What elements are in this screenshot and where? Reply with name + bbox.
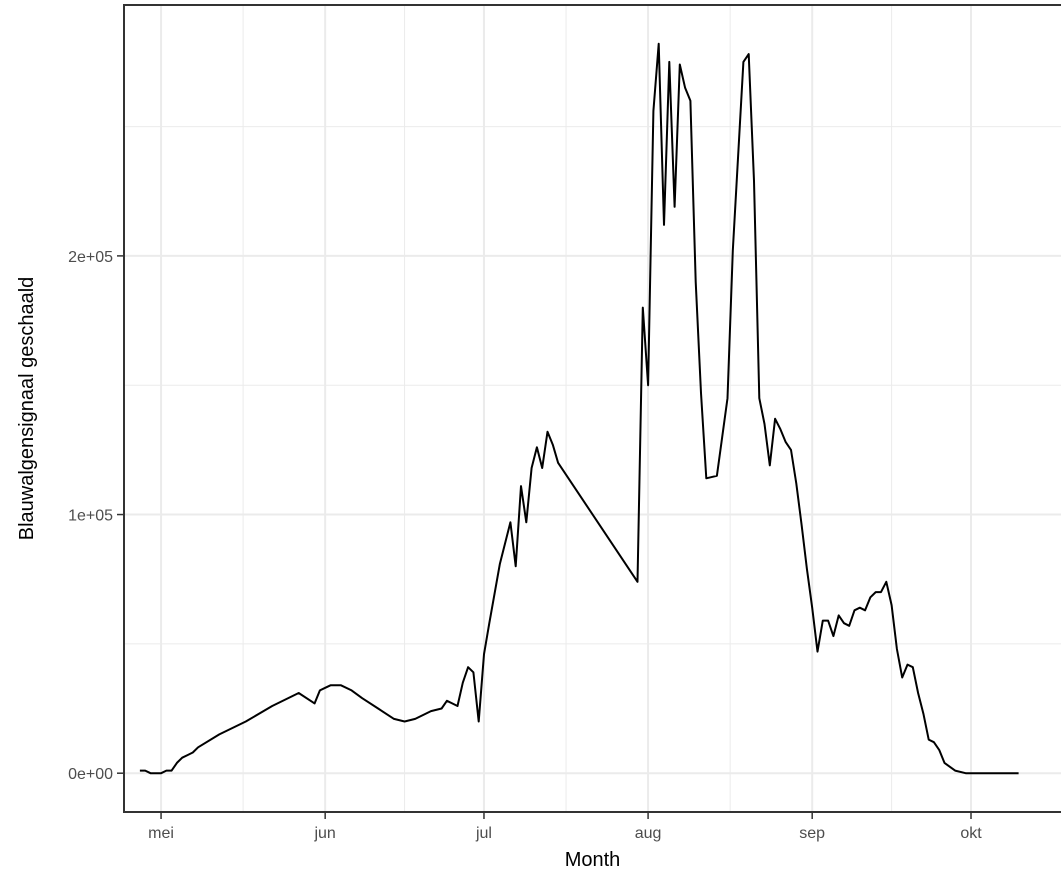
- x-axis-title: Month: [565, 849, 621, 871]
- y-tick-label: 0e+00: [68, 766, 113, 783]
- series-line-0: [139, 42, 1019, 775]
- x-tick-label: jun: [313, 825, 335, 842]
- x-tick-label: aug: [635, 825, 662, 842]
- x-tick-label: okt: [960, 825, 982, 842]
- x-tick-label: sep: [799, 825, 825, 842]
- x-tick-label: mei: [148, 825, 174, 842]
- y-axis-title: Blauwalgensignaal geschaald: [16, 277, 38, 541]
- y-tick-label: 1e+05: [68, 508, 113, 525]
- series-layer: [139, 42, 1019, 775]
- minor-gridlines: [124, 5, 1061, 812]
- major-gridlines: [124, 5, 1061, 812]
- x-tick-label: jul: [475, 825, 492, 842]
- y-tick-label: 2e+05: [68, 249, 113, 266]
- panel-border: [123, 4, 1061, 813]
- x-axis-ticks: mei jun jul aug sep okt: [148, 812, 982, 842]
- y-axis-ticks: 0e+00 1e+05 2e+05: [68, 249, 124, 783]
